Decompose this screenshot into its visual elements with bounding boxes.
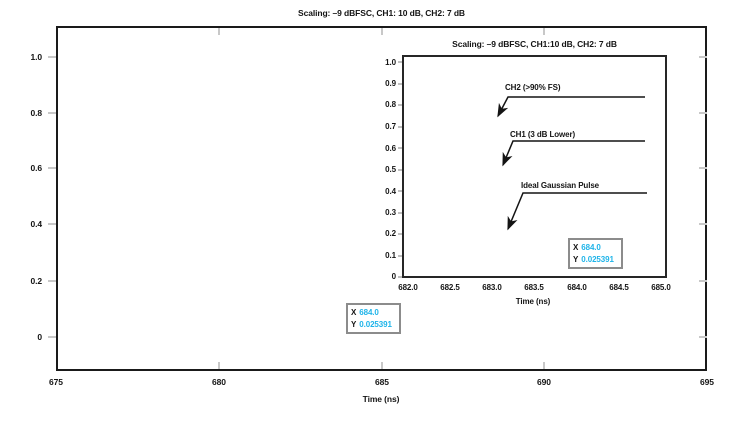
y-tick-mark	[48, 280, 56, 282]
inset-y-tick-label: 0.3	[385, 208, 396, 217]
inset-y-tick-mark	[398, 190, 402, 192]
inset-y-tick-label: 1.0	[385, 58, 396, 67]
y-tick-mark	[48, 336, 56, 338]
inset-x-tick-label: 685.0	[651, 283, 671, 292]
x-tick-label: 690	[537, 377, 551, 387]
inset-x-tick-label: 684.5	[609, 283, 629, 292]
chart-title: Scaling: –9 dBFSC, CH1: 10 dB, CH2: 7 dB	[298, 8, 465, 18]
inset-x-tick-label: 682.0	[398, 283, 418, 292]
x-tick-mark-bottom	[381, 362, 383, 369]
annotation-label-ideal-pulse: Ideal Gaussian Pulse	[521, 181, 600, 190]
y-tick-label: 0	[37, 332, 42, 342]
y-tick-mark-right	[699, 280, 707, 282]
inset-x-tick-label: 683.0	[482, 283, 502, 292]
y-tick-mark-right	[699, 167, 707, 169]
cursor-y-row: Y 0.025391	[351, 319, 396, 331]
annotation-arrows	[497, 96, 647, 231]
cursor-y-row: Y 0.025391	[573, 254, 618, 266]
inset-y-tick-mark	[398, 104, 402, 106]
inset-y-tick-mark	[398, 61, 402, 63]
y-tick-label: 1.0	[30, 52, 42, 62]
y-tick-label: 0.4	[30, 219, 42, 229]
y-tick-mark-right	[699, 336, 707, 338]
annotation-label-ch1: CH1 (3 dB Lower)	[510, 130, 576, 139]
x-tick-label: 675	[49, 377, 63, 387]
inset-x-tick-label: 683.5	[524, 283, 544, 292]
y-tick-label: 0.8	[30, 108, 42, 118]
cursor-x-row: X 684.0	[573, 242, 618, 254]
inset-cursor-readout[interactable]: X 684.0 Y 0.025391	[568, 238, 623, 269]
x-tick-mark-top	[543, 28, 545, 35]
inset-y-tick-label: 0.4	[385, 187, 396, 196]
inset-y-tick-label: 0	[391, 272, 396, 281]
inset-x-tick-label: 684.0	[567, 283, 587, 292]
inset-y-tick-mark	[398, 147, 402, 149]
inset-y-tick-label: 0.9	[385, 79, 396, 88]
y-tick-mark	[48, 167, 56, 169]
cursor-x-value: 684.0	[359, 307, 379, 317]
x-tick-label: 695	[700, 377, 714, 387]
inset-x-tick-label: 682.5	[440, 283, 460, 292]
x-tick-mark-top	[381, 28, 383, 35]
y-tick-mark-right	[699, 223, 707, 225]
inset-y-tick-mark	[398, 255, 402, 257]
inset-y-tick-label: 0.2	[385, 229, 396, 238]
cursor-y-key: Y	[351, 319, 357, 329]
main-cursor-readout[interactable]: X 684.0 Y 0.025391	[346, 303, 401, 334]
x-tick-label: 685	[375, 377, 389, 387]
inset-y-tick-label: 0.1	[385, 251, 396, 260]
x-tick-mark-bottom	[218, 362, 220, 369]
x-tick-label: 680	[212, 377, 226, 387]
inset-y-tick-mark	[398, 233, 402, 235]
inset-y-tick-mark	[398, 126, 402, 128]
y-tick-mark	[48, 112, 56, 114]
y-tick-mark-right	[699, 56, 707, 58]
cursor-y-value: 0.025391	[359, 319, 392, 329]
inset-y-tick-label: 0.7	[385, 122, 396, 131]
cursor-x-value: 684.0	[581, 242, 601, 252]
y-tick-mark-right	[699, 112, 707, 114]
cursor-x-row: X 684.0	[351, 307, 396, 319]
inset-y-tick-label: 0.5	[385, 165, 396, 174]
y-tick-mark	[48, 223, 56, 225]
inset-y-tick-label: 0.6	[385, 144, 396, 153]
cursor-x-key: X	[351, 307, 357, 317]
cursor-y-key: Y	[573, 254, 579, 264]
inset-y-tick-label: 0.8	[385, 100, 396, 109]
x-tick-mark-top	[218, 28, 220, 35]
y-tick-label: 0.2	[30, 276, 42, 286]
inset-plot-area: CH2 (>90% FS) CH1 (3 dB Lower) Ideal Gau…	[402, 55, 667, 278]
x-axis-label: Time (ns)	[362, 394, 400, 404]
y-tick-mark	[48, 56, 56, 58]
inset-y-tick-mark	[398, 83, 402, 85]
cursor-y-value: 0.025391	[581, 254, 614, 264]
inset-title: Scaling: –9 dBFSC, CH1:10 dB, CH2: 7 dB	[452, 39, 617, 49]
y-tick-label: 0.6	[30, 163, 42, 173]
inset-y-tick-mark	[398, 276, 402, 278]
x-tick-mark-bottom	[543, 362, 545, 369]
cursor-x-key: X	[573, 242, 579, 252]
inset-y-tick-mark	[398, 169, 402, 171]
inset-x-axis-label: Time (ns)	[515, 297, 551, 306]
annotation-label-ch2: CH2 (>90% FS)	[505, 83, 561, 92]
inset-y-tick-mark	[398, 212, 402, 214]
